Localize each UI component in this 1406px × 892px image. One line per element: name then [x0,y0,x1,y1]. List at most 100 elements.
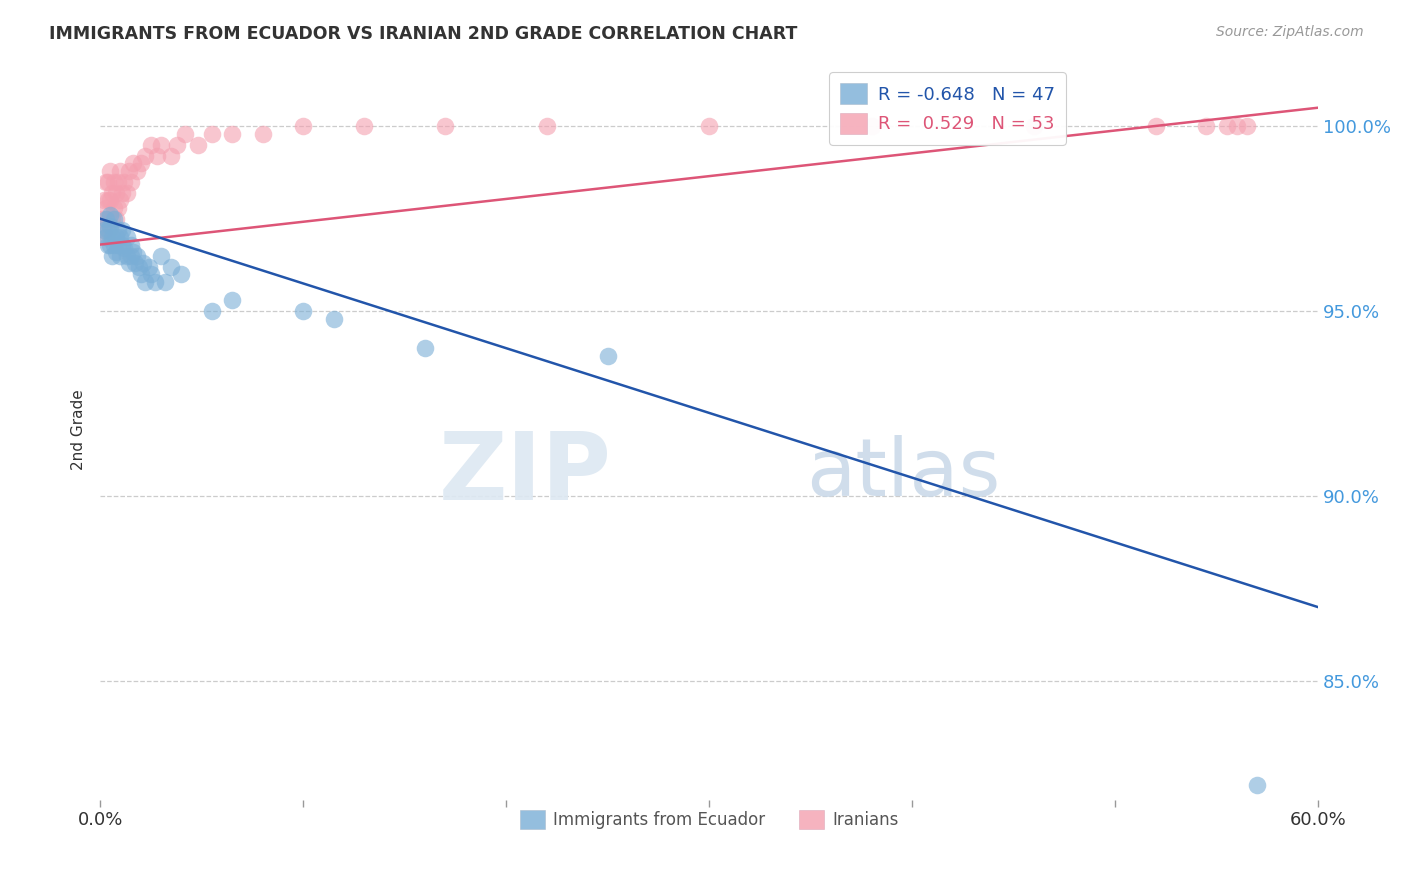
Point [107,175,129,189]
Point [96,201,118,215]
Point [107,223,129,237]
Point [93,223,115,237]
Point [101,230,124,244]
Point [96,230,118,244]
Point [143,275,166,289]
Point [146,149,169,163]
Text: IMMIGRANTS FROM ECUADOR VS IRANIAN 2ND GRADE CORRELATION CHART: IMMIGRANTS FROM ECUADOR VS IRANIAN 2ND G… [49,25,797,43]
Point [97,223,120,237]
Point [101,211,124,226]
Point [98,237,121,252]
Point [138,260,160,274]
Point [125,163,148,178]
Point [103,237,125,252]
Y-axis label: 2nd Grade: 2nd Grade [72,389,86,470]
Point [110,193,132,207]
Point [187,137,209,152]
Point [98,219,121,233]
Point [1246,778,1268,792]
Point [596,349,619,363]
Text: Source: ZipAtlas.com: Source: ZipAtlas.com [1216,25,1364,39]
Point [252,127,274,141]
Point [536,119,558,133]
Point [96,230,118,244]
Point [115,249,138,263]
Point [98,193,121,207]
Point [110,249,132,263]
Point [128,260,150,274]
Point [434,119,457,133]
Point [105,186,128,200]
Point [110,163,132,178]
Point [103,201,125,215]
Point [114,241,136,255]
Point [160,260,183,274]
Point [107,237,129,252]
Point [117,163,139,178]
Point [1216,119,1239,133]
Point [124,256,146,270]
Point [103,175,125,189]
Point [150,249,173,263]
Point [107,201,129,215]
Point [101,249,124,263]
Point [1195,119,1218,133]
Point [91,211,114,226]
Point [139,137,162,152]
Point [160,149,183,163]
Point [125,249,148,263]
Point [129,267,152,281]
Point [201,127,224,141]
Point [174,127,197,141]
Point [105,230,128,244]
Point [170,267,193,281]
Point [96,211,118,226]
Point [111,186,134,200]
Point [1144,119,1167,133]
Point [1022,119,1045,133]
Point [97,211,120,226]
Point [97,193,120,207]
Point [120,249,142,263]
Point [97,175,120,189]
Point [117,256,139,270]
Point [132,256,155,270]
Point [353,119,375,133]
Point [98,163,121,178]
Point [105,244,128,259]
Point [110,230,132,244]
Point [221,293,243,307]
Point [166,137,188,152]
Point [1226,119,1249,133]
Point [413,341,436,355]
Point [97,237,120,252]
Point [150,137,173,152]
Point [121,156,143,170]
Text: atlas: atlas [807,435,1001,513]
Legend: Immigrants from Ecuador, Iranians: Immigrants from Ecuador, Iranians [513,803,905,836]
Point [111,223,134,237]
Point [93,223,115,237]
Point [221,127,243,141]
Point [98,208,121,222]
Point [111,237,134,252]
Point [120,175,142,189]
Point [129,156,152,170]
Point [134,149,156,163]
Point [115,186,138,200]
Point [120,237,142,252]
Point [860,119,883,133]
Point [139,267,162,281]
Point [201,304,224,318]
Point [93,193,115,207]
Point [96,175,118,189]
Point [101,186,124,200]
Point [322,311,344,326]
Point [697,119,720,133]
Point [292,119,315,133]
Point [98,223,121,237]
Point [1236,119,1258,133]
Point [121,244,143,259]
Point [114,175,136,189]
Text: ZIP: ZIP [439,428,612,520]
